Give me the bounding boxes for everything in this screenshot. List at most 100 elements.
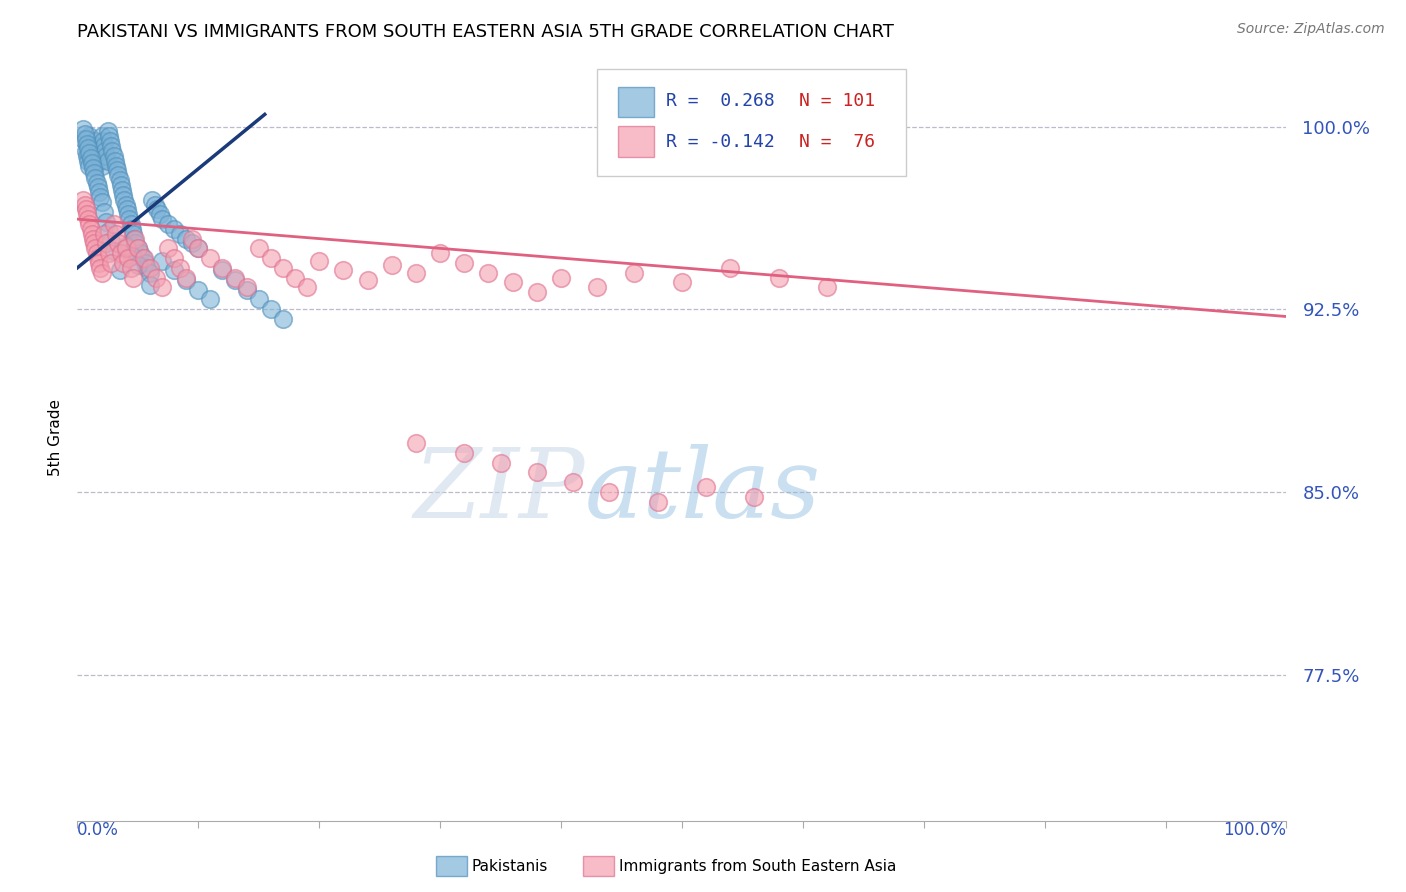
Point: [79, 159, 101, 173]
Point: [121, 222, 143, 236]
Point: [105, 227, 128, 241]
Point: [550, 270, 572, 285]
Point: [671, 276, 693, 290]
Point: [429, 246, 451, 260]
Point: [502, 276, 524, 290]
Point: [224, 273, 246, 287]
Point: [79, 217, 101, 231]
Point: [200, 293, 222, 307]
Point: [141, 193, 163, 207]
Point: [744, 490, 766, 504]
Point: [103, 149, 125, 163]
Point: [105, 163, 128, 178]
Point: [83, 153, 105, 168]
Point: [100, 256, 122, 270]
Point: [118, 212, 141, 227]
Bar: [617, 87, 654, 117]
Point: [84, 241, 107, 255]
Point: [89, 190, 111, 204]
Point: [145, 270, 167, 285]
Point: [815, 280, 838, 294]
Point: [235, 283, 257, 297]
Point: [260, 251, 283, 265]
Point: [82, 231, 104, 245]
Point: [211, 260, 233, 275]
Point: [114, 197, 136, 211]
Point: [87, 186, 110, 200]
Point: [174, 231, 197, 245]
Point: [93, 227, 115, 241]
Point: [114, 241, 136, 255]
Point: [169, 260, 191, 275]
Point: [84, 170, 107, 185]
Point: [79, 151, 101, 165]
Point: [86, 139, 108, 153]
Text: PAKISTANI VS IMMIGRANTS FROM SOUTH EASTERN ASIA 5TH GRADE CORRELATION CHART: PAKISTANI VS IMMIGRANTS FROM SOUTH EASTE…: [77, 23, 894, 41]
Point: [79, 139, 101, 153]
Point: [112, 187, 135, 202]
Point: [768, 270, 790, 285]
Point: [718, 260, 741, 275]
Point: [477, 266, 499, 280]
Point: [103, 217, 125, 231]
Bar: [617, 127, 654, 157]
Point: [224, 270, 246, 285]
Point: [200, 251, 222, 265]
Point: [174, 273, 197, 287]
Point: [80, 227, 103, 241]
Point: [453, 446, 475, 460]
Point: [146, 202, 169, 217]
Point: [127, 241, 149, 255]
Point: [157, 217, 180, 231]
Point: [100, 139, 122, 153]
Point: [453, 256, 475, 270]
Point: [87, 180, 110, 194]
Text: atlas: atlas: [585, 444, 821, 538]
Point: [271, 312, 294, 326]
Point: [80, 156, 103, 170]
Point: [132, 251, 155, 265]
Point: [295, 280, 318, 294]
Point: [181, 231, 204, 245]
Text: Source: ZipAtlas.com: Source: ZipAtlas.com: [1237, 22, 1385, 37]
Point: [117, 251, 139, 265]
Point: [104, 153, 127, 168]
Point: [75, 132, 97, 146]
Text: Pakistanis: Pakistanis: [471, 859, 547, 873]
Point: [187, 241, 209, 255]
Text: ZIP: ZIP: [413, 444, 585, 538]
Point: [94, 144, 117, 158]
Point: [96, 153, 118, 168]
Point: [80, 144, 103, 158]
Point: [260, 302, 283, 317]
Point: [695, 480, 717, 494]
Point: [107, 236, 129, 251]
Point: [647, 494, 669, 508]
Point: [76, 207, 98, 221]
Point: [96, 124, 118, 138]
Point: [90, 129, 112, 144]
Point: [139, 277, 162, 292]
Point: [83, 166, 105, 180]
Point: [150, 212, 173, 227]
Point: [75, 202, 97, 217]
Point: [112, 256, 135, 270]
Point: [108, 263, 131, 277]
Point: [72, 193, 94, 207]
Point: [96, 236, 118, 251]
Point: [157, 241, 180, 255]
Point: [124, 236, 146, 251]
Point: [79, 129, 101, 144]
Point: [87, 256, 110, 270]
Text: R = -0.142: R = -0.142: [666, 133, 775, 151]
Point: [332, 263, 354, 277]
Point: [77, 141, 100, 155]
Point: [72, 122, 94, 136]
Point: [87, 251, 110, 265]
Point: [211, 263, 233, 277]
Point: [91, 134, 114, 148]
Point: [143, 197, 166, 211]
Point: [117, 207, 139, 221]
Point: [75, 144, 97, 158]
Point: [90, 159, 112, 173]
